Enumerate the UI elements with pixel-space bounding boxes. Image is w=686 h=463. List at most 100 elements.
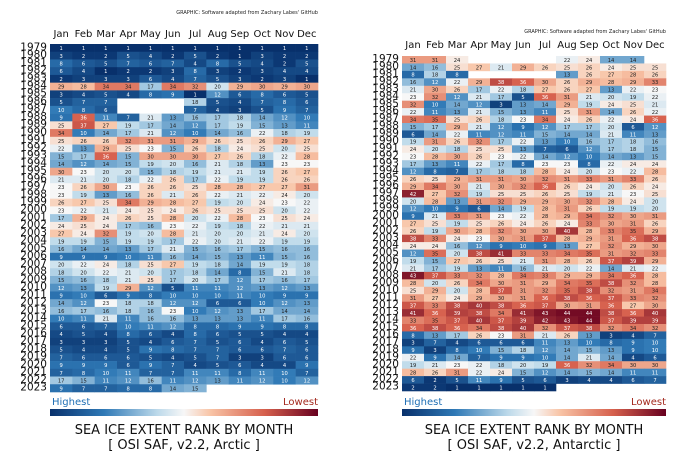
arctic-cell xyxy=(228,190,252,199)
antarctic-cell xyxy=(490,78,513,87)
antarctic-cell xyxy=(424,145,447,154)
arctic-cell-rank: 11 xyxy=(214,286,221,292)
arctic-cell-rank: 6 xyxy=(104,108,107,114)
antarctic-month-label: Mar xyxy=(448,40,468,51)
antarctic-cell xyxy=(534,338,557,347)
antarctic-cell-rank: 44 xyxy=(586,311,593,317)
antarctic-cell-rank: 13 xyxy=(520,147,527,153)
antarctic-cell-rank: 32 xyxy=(520,184,527,190)
antarctic-cell-rank: 8 xyxy=(609,341,612,347)
antarctic-cell-rank: 18 xyxy=(498,169,505,175)
antarctic-cell-rank: 25 xyxy=(564,192,571,198)
antarctic-cell xyxy=(424,175,447,183)
arctic-cell-rank: 4 xyxy=(171,332,175,338)
arctic-cell xyxy=(72,183,95,192)
antarctic-cell-rank: 30 xyxy=(542,80,549,86)
arctic-cell-rank: 24 xyxy=(304,216,311,222)
antarctic-cell xyxy=(512,249,535,258)
antarctic-cell-rank: 14 xyxy=(608,356,615,362)
arctic-cell-rank: 17 xyxy=(170,278,177,284)
arctic-cell xyxy=(206,353,229,362)
arctic-cell xyxy=(72,245,95,254)
arctic-cell-rank: 27 xyxy=(304,170,311,176)
arctic-cell xyxy=(72,167,95,176)
arctic-cell xyxy=(50,345,73,354)
antarctic-cell xyxy=(534,324,557,332)
arctic-cell xyxy=(184,74,207,83)
arctic-cell xyxy=(206,67,229,76)
antarctic-cell xyxy=(600,152,623,161)
arctic-cell xyxy=(295,82,319,91)
arctic-cell xyxy=(117,214,140,223)
antarctic-cell-rank: 19 xyxy=(608,207,615,213)
arctic-cell-rank: 19 xyxy=(214,224,221,230)
arctic-cell-rank: 20 xyxy=(58,263,65,269)
arctic-cell-rank: 11 xyxy=(237,379,244,385)
arctic-cell-rank: 24 xyxy=(125,208,132,214)
antarctic-cell xyxy=(600,346,623,355)
arctic-cell xyxy=(251,283,274,292)
antarctic-cell xyxy=(512,175,535,183)
antarctic-cell-rank: 17 xyxy=(498,95,505,101)
antarctic-cell xyxy=(402,301,425,310)
arctic-cell xyxy=(117,384,140,393)
arctic-cell-rank: 4 xyxy=(261,340,265,346)
arctic-cell xyxy=(94,67,118,76)
arctic-cell xyxy=(161,337,185,346)
arctic-cell-rank: 17 xyxy=(192,178,199,184)
antarctic-cell xyxy=(446,309,469,317)
antarctic-cell xyxy=(578,234,601,243)
antarctic-cell-rank: 16 xyxy=(652,140,659,146)
arctic-cell xyxy=(295,51,319,60)
arctic-cell-rank: 9 xyxy=(171,92,174,98)
antarctic-cell-rank: 14 xyxy=(542,102,549,108)
arctic-cell xyxy=(184,51,207,60)
antarctic-cell-rank: 20 xyxy=(432,281,439,287)
arctic-cell xyxy=(50,167,73,176)
antarctic-month-label: May xyxy=(491,40,512,51)
arctic-cell xyxy=(50,82,73,91)
antarctic-cell xyxy=(578,160,601,168)
antarctic-cell-rank: 26 xyxy=(652,73,659,79)
arctic-cell xyxy=(72,136,95,145)
arctic-cell-rank: 29 xyxy=(281,139,288,145)
arctic-cell-rank: 21 xyxy=(125,278,132,284)
arctic-cell xyxy=(161,291,185,300)
arctic-cell-rank: 1 xyxy=(194,92,197,98)
arctic-cell-rank: 8 xyxy=(283,100,286,106)
antarctic-cell-rank: 26 xyxy=(432,370,439,376)
antarctic-cell-rank: 21 xyxy=(586,356,593,362)
antarctic-cell xyxy=(468,123,491,131)
arctic-cell xyxy=(94,314,118,323)
arctic-cell xyxy=(94,384,118,393)
antarctic-cell xyxy=(490,175,513,183)
antarctic-cell-rank: 22 xyxy=(476,162,483,168)
arctic-cell-rank: 15 xyxy=(192,386,199,392)
arctic-cell-rank: 12 xyxy=(281,301,288,307)
antarctic-year-label: 1992 xyxy=(372,150,399,162)
antarctic-cell-rank: 30 xyxy=(498,236,505,242)
antarctic-cell xyxy=(490,123,513,131)
antarctic-cell-rank: 23 xyxy=(520,117,527,123)
arctic-cell xyxy=(206,260,229,269)
arctic-cell xyxy=(94,90,118,99)
arctic-cell-rank: 24 xyxy=(281,193,288,199)
arctic-cell xyxy=(50,291,73,300)
antarctic-cell-rank: 32 xyxy=(608,214,615,220)
antarctic-cell xyxy=(578,242,601,250)
antarctic-cell-rank: 30 xyxy=(520,229,527,235)
arctic-cell-rank: 6 xyxy=(238,348,241,354)
antarctic-cell-rank: 19 xyxy=(454,222,461,228)
antarctic-cell xyxy=(644,264,667,273)
arctic-cell-rank: 14 xyxy=(103,162,110,168)
antarctic-cell xyxy=(534,316,557,325)
arctic-cell-rank: 10 xyxy=(192,131,199,137)
arctic-cell xyxy=(50,175,73,184)
arctic-year-label: 1986 xyxy=(20,96,47,108)
arctic-year-label: 1979 xyxy=(20,41,47,53)
antarctic-cell xyxy=(402,353,425,362)
arctic-cell-rank: 23 xyxy=(58,185,65,191)
arctic-cell-rank: 20 xyxy=(170,162,177,168)
arctic-cell xyxy=(184,353,207,362)
antarctic-cell xyxy=(490,286,513,295)
